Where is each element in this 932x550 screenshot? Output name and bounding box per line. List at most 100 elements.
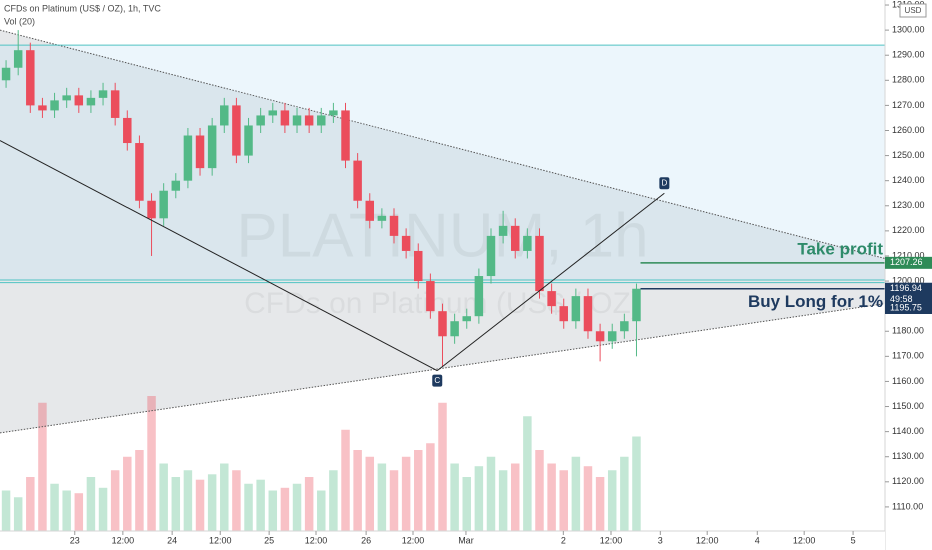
candle-body (595, 331, 605, 342)
candle-body (123, 117, 132, 144)
x-tick-label: 3 (658, 535, 663, 545)
y-tick-label: 1300.00 (892, 24, 925, 34)
volume-bar (207, 474, 217, 531)
candle-body (353, 160, 362, 201)
last-price: 1195.75 (890, 302, 922, 312)
candle-body (195, 135, 205, 169)
candle-body (438, 311, 447, 337)
volume-bar (256, 479, 265, 531)
volume-bar (547, 463, 556, 531)
volume-bar (450, 463, 459, 531)
take-profit-text: Take profit (797, 239, 883, 258)
candle-body (110, 90, 120, 118)
last-price-tag (885, 302, 932, 314)
volume-bar (523, 416, 532, 531)
candle-body (329, 110, 338, 116)
volume-bar (535, 450, 544, 531)
candle-body (401, 235, 411, 251)
x-tick-label: 2 (561, 535, 566, 545)
candle-body (26, 50, 35, 106)
pattern-point-label: D (661, 178, 667, 187)
volume-bar (159, 463, 168, 531)
candle-body (377, 215, 387, 221)
volume-bar (74, 493, 84, 531)
volume-bar (13, 497, 23, 531)
y-tick-label: 1250.00 (892, 150, 925, 160)
triangle-lower (0, 303, 886, 434)
candle-body (13, 50, 23, 68)
volume-bar (1, 490, 11, 531)
candle-body (474, 276, 484, 317)
volume-bar (183, 470, 193, 531)
volume-bar (607, 470, 617, 531)
volume-bar (632, 436, 641, 531)
x-tick-label: 12:00 (696, 535, 719, 545)
candle-body (523, 235, 532, 251)
volume-bar (232, 470, 241, 531)
volume-bar (329, 470, 338, 531)
candle-body (426, 281, 435, 312)
volume-bar (462, 477, 471, 531)
x-tick-label: 12:00 (209, 535, 232, 545)
volume-bar (389, 470, 399, 531)
volume-bar (595, 477, 605, 531)
candle-body (220, 105, 229, 126)
countdown: 49:58 (890, 294, 913, 304)
y-tick-label: 1260.00 (892, 125, 925, 135)
volume-bar (583, 466, 593, 531)
x-tick-label: Mar (458, 535, 474, 545)
pattern-leg (436, 192, 665, 372)
x-tick-label: 23 (70, 535, 80, 545)
candle-body (171, 180, 181, 191)
y-tick-label: 1120.00 (892, 476, 924, 486)
entry-text: Buy Long for 1% (748, 292, 883, 311)
y-tick-label: 1180.00 (892, 326, 924, 336)
candle-body (135, 143, 144, 201)
x-tick-label: 12:00 (600, 535, 623, 545)
candle-body (38, 105, 47, 111)
volume-bar (244, 483, 253, 531)
y-tick-label: 1200.00 (892, 275, 925, 285)
candle-body (462, 316, 471, 322)
y-tick-label: 1160.00 (892, 376, 924, 386)
volume-bar (171, 477, 181, 531)
candle-body (341, 110, 350, 161)
candle-body (559, 306, 568, 322)
take-profit-tag (885, 256, 932, 269)
candle-body (607, 331, 617, 342)
y-tick-label: 1170.00 (892, 351, 924, 361)
candle-body (244, 125, 253, 156)
volume-bar (98, 487, 108, 531)
axes: 1110.00 1120.00 1130.00 1140.00 1150.00 1160.… (70, 0, 932, 545)
candle-body (207, 125, 217, 169)
price-axis-bg (885, 0, 932, 550)
level-zone (0, 45, 885, 281)
candle-body (50, 100, 59, 111)
volume-bar (510, 463, 520, 531)
chart-title: CFDs on Platinum (US$ / OZ), 1h, TVC (4, 3, 161, 13)
x-tick-label: 12:00 (112, 535, 135, 545)
volume-bar (353, 450, 362, 531)
volume-bar (401, 456, 411, 531)
candle-body (547, 291, 556, 307)
candle-body (620, 321, 629, 332)
take-profit-price: 1207.26 (890, 257, 923, 267)
x-tick-label: 12:00 (793, 535, 816, 545)
y-tick-label: 1210.00 (892, 250, 925, 260)
x-tick-label: 12:00 (305, 535, 328, 545)
x-tick-label: 25 (264, 535, 274, 545)
candle-body (498, 225, 508, 236)
volume-bar (50, 483, 59, 531)
volume-bar (571, 456, 581, 531)
volume-bar (123, 456, 132, 531)
candle-body (365, 200, 375, 221)
candle-body (583, 296, 593, 332)
volume-bar (280, 487, 290, 531)
candle-body (280, 110, 290, 126)
y-tick-label: 1110.00 (892, 501, 923, 511)
volume-bar (86, 477, 96, 531)
triangle-upper (0, 29, 886, 259)
candle-body (1, 67, 11, 81)
